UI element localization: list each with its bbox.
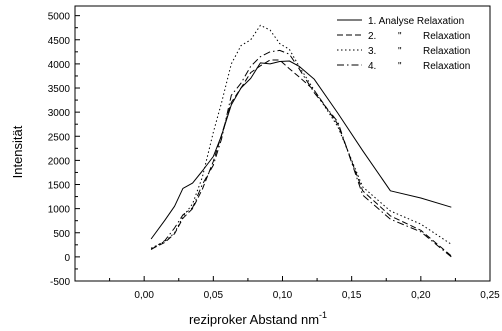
y-tick-label: 2500: [48, 132, 71, 143]
x-tick-label: 0,00: [134, 290, 154, 301]
legend-ditto-2: ": [398, 31, 402, 42]
y-tick-label: 5000: [48, 12, 71, 23]
y-tick-label: 2000: [48, 156, 71, 167]
x-axis-label-text: reziproker Abstand nm: [189, 312, 319, 327]
x-tick-label: 0,20: [411, 290, 431, 301]
series-layer: [150, 24, 452, 258]
x-tick-label: 0,25: [480, 290, 500, 301]
x-axis: 0,00 0,05 0,10 0,15 0,20 0,25: [74, 276, 500, 301]
x-axis-label: reziproker Abstand nm-1: [189, 310, 327, 327]
legend: 1. Analyse Relaxation 2. " Relaxation 3. " Rel…: [337, 16, 470, 72]
x-tick-label: 0,15: [342, 290, 362, 301]
y-tick-label: -500: [50, 277, 70, 288]
series-line-3: [150, 24, 452, 249]
legend-suffix-2: Relaxation: [423, 31, 470, 42]
legend-label-3: 3.: [368, 46, 376, 57]
legend-ditto-4: ": [398, 61, 402, 72]
legend-label-2: 2.: [368, 31, 376, 42]
y-tick-label: 3000: [48, 108, 71, 119]
x-tick-label: 0,05: [204, 290, 224, 301]
y-tick-label: 500: [53, 229, 70, 240]
x-axis-label-exponent: -1: [319, 310, 327, 320]
legend-label-4: 4.: [368, 61, 376, 72]
legend-label-1: 1. Analyse Relaxation: [368, 16, 464, 27]
series-line-1: [150, 60, 452, 240]
legend-ditto-3: ": [398, 46, 402, 57]
legend-suffix-4: Relaxation: [423, 61, 470, 72]
series-line-4: [150, 49, 452, 258]
y-tick-label: 4000: [48, 60, 71, 71]
y-axis: -500 0 500 1000 1500 2000 2500 3000 3500 4000 4500…: [48, 12, 80, 288]
y-tick-label: 0: [64, 253, 70, 264]
y-tick-label: 1000: [48, 205, 71, 216]
y-axis-label: Intensität: [10, 125, 25, 178]
x-tick-label: 0,10: [273, 290, 293, 301]
y-tick-label: 3500: [48, 84, 71, 95]
legend-suffix-3: Relaxation: [423, 46, 470, 57]
y-tick-label: 1500: [48, 181, 71, 192]
series-line-2: [150, 59, 452, 257]
y-tick-label: 4500: [48, 36, 71, 47]
